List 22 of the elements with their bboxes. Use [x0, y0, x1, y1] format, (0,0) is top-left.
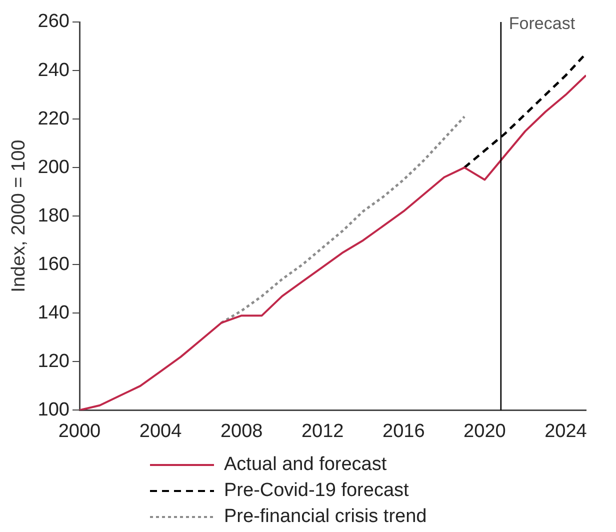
- x-tick-label: 2012: [301, 420, 344, 442]
- legend-label: Pre-financial crisis trend: [224, 505, 427, 529]
- ref-line-label: Forecast: [508, 14, 576, 34]
- x-tick-label: 2016: [382, 420, 425, 442]
- y-tick-label: 100: [38, 399, 70, 420]
- x-tick-label: 2024: [544, 420, 588, 442]
- legend-label: Pre-Covid-19 forecast: [224, 479, 409, 503]
- y-tick-label: 140: [38, 302, 70, 324]
- y-tick-label: 160: [38, 254, 70, 275]
- y-tick-label: 220: [38, 108, 70, 130]
- legend-label: Actual and forecast: [224, 453, 387, 477]
- y-tick-label: 200: [38, 156, 70, 178]
- x-tick-label: 2004: [139, 420, 182, 442]
- y-tick-label: 180: [38, 205, 70, 226]
- x-tick-label: 2020: [464, 420, 506, 442]
- x-tick-label: 2008: [220, 420, 263, 442]
- y-tick-label: 120: [38, 350, 70, 372]
- x-tick-label: 2000: [58, 420, 101, 442]
- y-tick-label: 240: [38, 60, 70, 81]
- y-axis-title: Index, 2000 = 100: [8, 140, 30, 292]
- line-series: [220, 115, 466, 324]
- y-tick-label: 260: [38, 11, 70, 32]
